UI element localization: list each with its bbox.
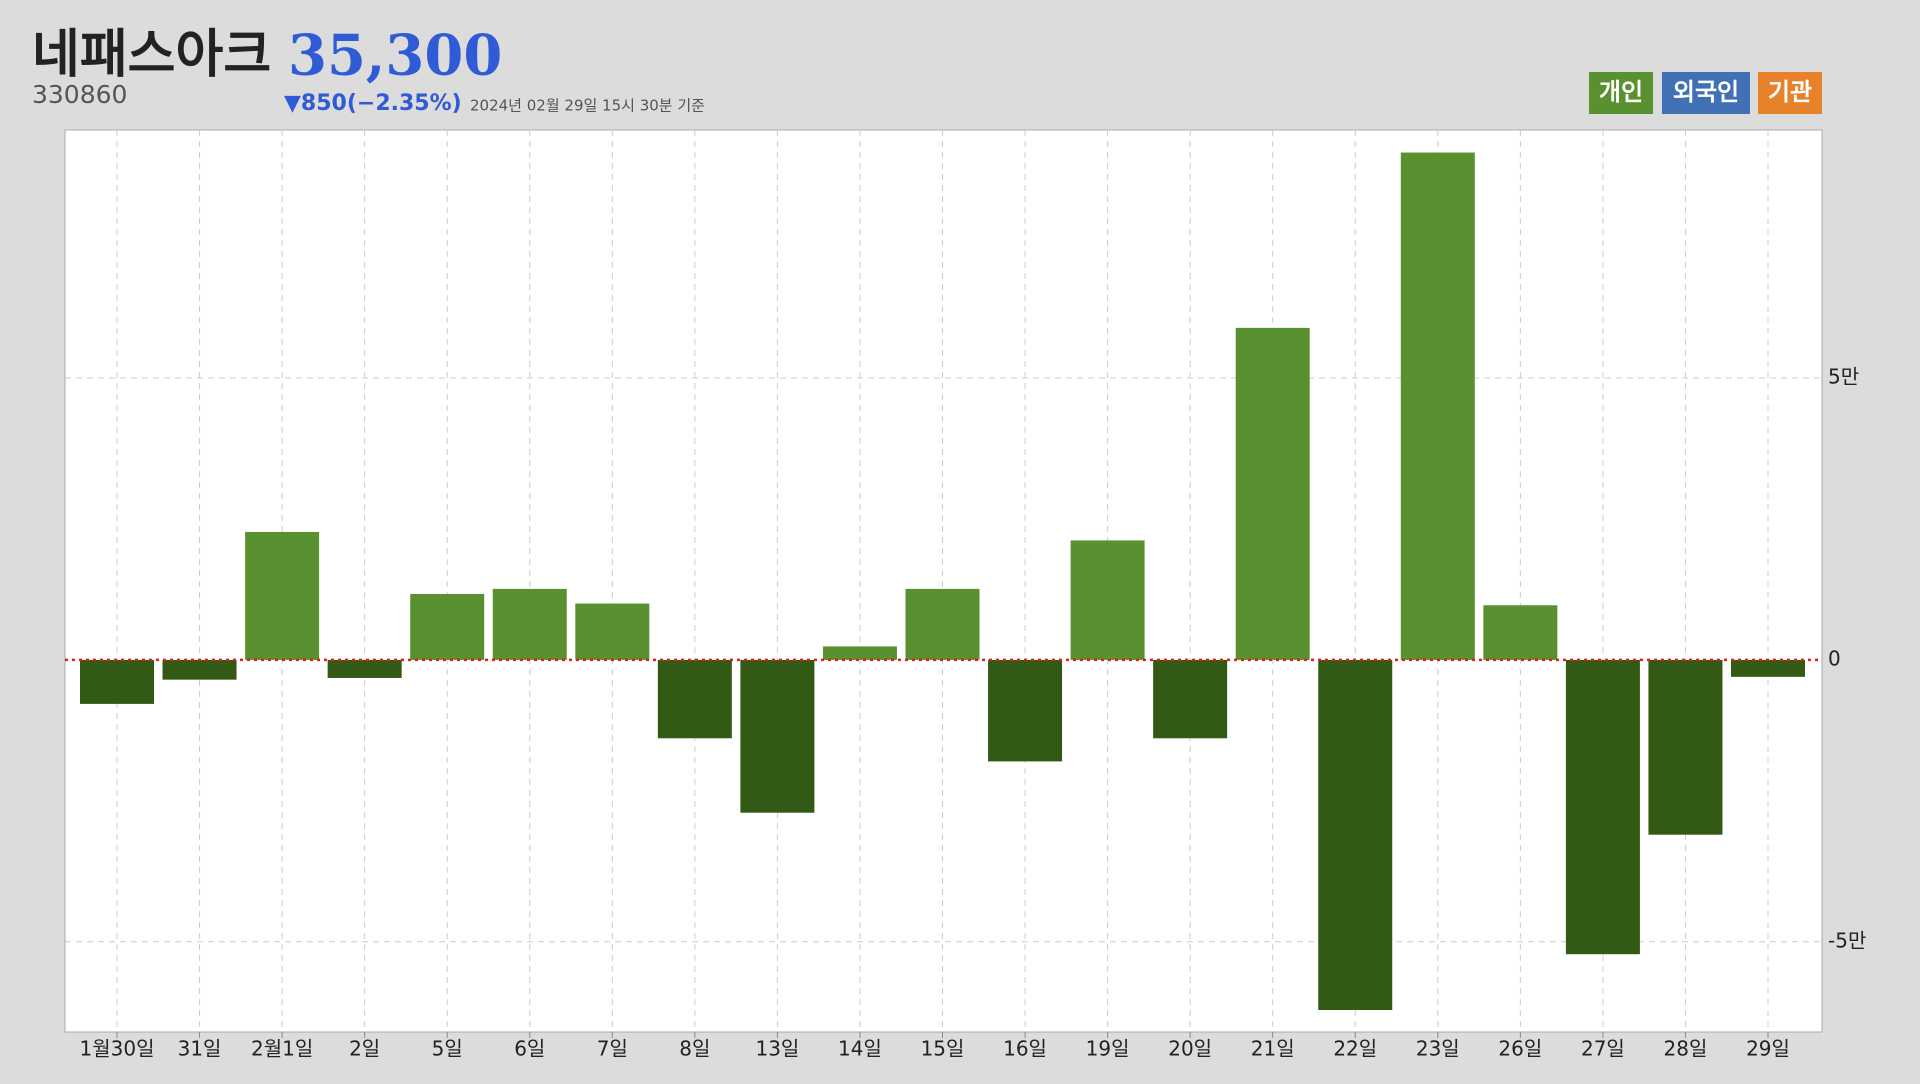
bar (1153, 659, 1228, 739)
bar (740, 659, 815, 813)
x-tick-label: 29일 (1746, 1037, 1790, 1061)
bar (245, 531, 320, 660)
x-tick-label: 1월30일 (80, 1037, 155, 1061)
x-tick-label: 13일 (755, 1037, 799, 1061)
x-tick-label: 20일 (1168, 1037, 1212, 1061)
bar (80, 659, 154, 704)
timestamp: 2024년 02월 29일 15시 30분 기준 (470, 97, 705, 115)
bar (492, 588, 567, 660)
x-tick-label: 16일 (1003, 1037, 1047, 1061)
bar (1400, 152, 1475, 660)
bar (575, 603, 650, 660)
x-tick-label: 2월1일 (251, 1037, 313, 1061)
bar (162, 659, 237, 680)
x-tick-label: 15일 (921, 1037, 965, 1061)
bar (1648, 659, 1723, 835)
bar (410, 593, 485, 660)
bar (822, 646, 897, 660)
bar (1318, 659, 1393, 1011)
price: 35,300 (288, 23, 502, 89)
plot-area (64, 129, 1823, 1033)
price-change: ▼850(−2.35%) (284, 91, 462, 116)
legend-button[interactable] (1589, 72, 1653, 114)
x-tick-label: 28일 (1664, 1037, 1708, 1061)
y-tick-label: -5만 (1828, 928, 1866, 952)
bar (327, 659, 402, 678)
bar (1070, 540, 1145, 660)
x-tick-label: 6일 (514, 1037, 545, 1061)
bar (1483, 605, 1558, 660)
x-tick-label: 8일 (679, 1037, 710, 1061)
x-tick-label: 23일 (1416, 1037, 1460, 1061)
bar (1565, 659, 1640, 955)
legend-label[interactable]: 외국인 (1673, 78, 1739, 106)
x-tick-label: 2일 (349, 1037, 380, 1061)
x-tick-label: 22일 (1333, 1037, 1377, 1061)
x-tick-label: 19일 (1086, 1037, 1130, 1061)
x-tick-label: 26일 (1498, 1037, 1542, 1061)
bar (657, 659, 732, 739)
x-tick-label: 31일 (178, 1037, 222, 1061)
bar (1235, 327, 1310, 660)
x-tick-label: 14일 (838, 1037, 882, 1061)
x-tick-label: 5일 (432, 1037, 463, 1061)
bar (1731, 659, 1805, 677)
bar (988, 659, 1063, 762)
legend-button[interactable] (1758, 72, 1822, 114)
stock-code: 330860 (32, 80, 127, 109)
legend-button[interactable] (1662, 72, 1750, 114)
bar (905, 588, 980, 660)
legend-label[interactable]: 개인 (1599, 78, 1643, 106)
y-tick-label: 0 (1828, 646, 1841, 670)
legend-label[interactable]: 기관 (1768, 78, 1812, 106)
x-tick-label: 27일 (1581, 1037, 1625, 1061)
x-tick-label: 21일 (1251, 1037, 1295, 1061)
y-tick-label: 5만 (1828, 365, 1859, 389)
x-tick-label: 7일 (597, 1037, 628, 1061)
stock-name: 네패스아크 (32, 25, 271, 85)
